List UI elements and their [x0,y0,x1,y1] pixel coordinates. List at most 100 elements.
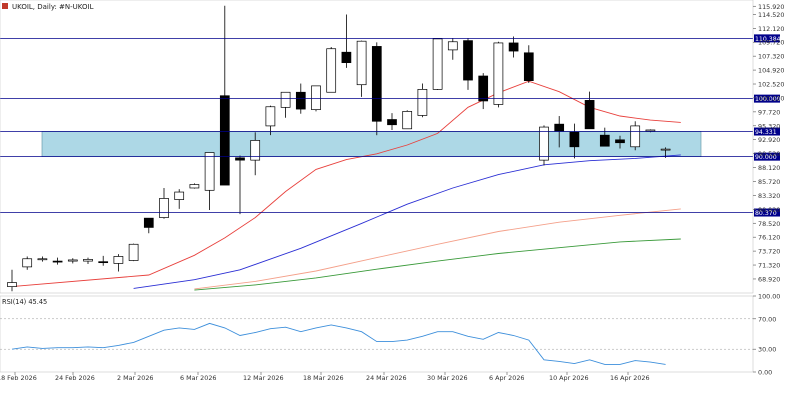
rsi-line [11,322,666,365]
candle [83,257,93,264]
candle [280,91,291,118]
price-tick-label: 80.920 [758,206,780,214]
candle-body [387,119,397,126]
candle [235,155,245,215]
price-tick-label: 112.120 [758,25,784,33]
rsi-plot-border [0,295,754,373]
price-tick-label: 107.320 [758,53,784,61]
candle-body [341,51,352,64]
candle-body [98,261,109,264]
candle [447,38,458,60]
candle-body [7,282,17,287]
candle [265,105,276,136]
candle [387,113,397,130]
price-tick-label: 102.520 [758,81,784,89]
level-price-tag [754,208,780,217]
candle-body [584,100,595,130]
candle-body [265,106,276,127]
level-price-label: 100.000 [755,96,781,103]
price-tick-label: 73.720 [758,248,780,256]
date-tick-label: 24 Mar 2026 [366,374,407,382]
date-tick-label: 12 Mar 2026 [243,374,284,382]
candle [143,217,154,234]
candle-body [174,191,185,200]
candle-body [52,260,63,263]
candle-body [143,217,154,228]
candle-body [326,48,337,93]
candle [356,40,367,97]
candle-body [356,40,367,86]
price-tick-label: 68.920 [758,275,780,283]
candle-body [311,85,321,111]
rsi-tick-label: 70.00 [758,315,776,323]
candle [584,91,595,130]
candle [660,147,671,158]
candle [371,42,382,136]
level-price-label: 110.384 [755,36,781,43]
candle-body [615,139,625,144]
candle-body [371,46,382,122]
candle [569,123,580,159]
moving-average-fast [11,80,681,288]
date-tick-label: 2 Mar 2026 [117,374,153,382]
candle-body [235,157,245,161]
candle [37,256,48,262]
candle-body [508,42,519,52]
candle-body [432,38,443,90]
candle-body [402,111,413,130]
price-tick-label: 76.120 [758,234,780,242]
price-tick-label: 71.320 [758,262,780,270]
level-price-tag [754,127,780,136]
candle [159,187,169,219]
candle [341,14,352,68]
level-price-tag [754,94,780,103]
candle-body [37,258,48,261]
date-tick-label: 6 Apr 2026 [489,374,524,382]
moving-average-long [194,238,681,291]
candle [630,121,641,151]
candle-body [295,91,306,110]
price-tick-label: 109.720 [758,39,784,47]
candle [615,135,625,149]
candle [478,73,489,110]
candle-body [660,148,671,151]
main-plot-border [0,0,754,294]
candle-body [569,131,580,148]
candle-body [113,256,124,264]
candle-body [204,152,215,191]
price-tick-label: 90.520 [758,150,780,158]
support-zone [41,131,702,157]
candle-body [478,75,489,102]
candle-body [22,258,33,268]
candle [417,83,428,118]
candle [204,152,215,211]
candle-body [493,42,504,105]
price-tick-label: 95.320 [758,122,780,130]
candle [523,45,534,83]
date-tick-label: 6 Mar 2026 [180,374,216,382]
date-tick-label: 24 Feb 2026 [55,374,95,382]
price-tick-label: 104.920 [758,67,784,75]
level-price-label: 90.000 [755,154,777,161]
candle-body [463,40,473,81]
candle [539,125,549,166]
candle [463,38,473,90]
candle [493,41,504,108]
date-tick-label: 10 Apr 2026 [549,374,589,382]
candle [128,243,139,262]
candle [311,85,321,112]
candle-body [83,258,93,262]
price-tick-label: 97.720 [758,108,780,116]
moving-average-mid [133,154,681,289]
candle-body [280,91,291,108]
price-tick-label: 100.120 [758,94,784,102]
price-tick-label: 115.920 [758,3,784,11]
rsi-tick-label: 0.00 [758,369,772,377]
rsi-tick-label: 30.00 [758,346,776,354]
candle-body [128,243,139,261]
date-tick-label: 18 Feb 2026 [0,374,37,382]
candle [189,183,200,189]
candle [174,189,185,209]
